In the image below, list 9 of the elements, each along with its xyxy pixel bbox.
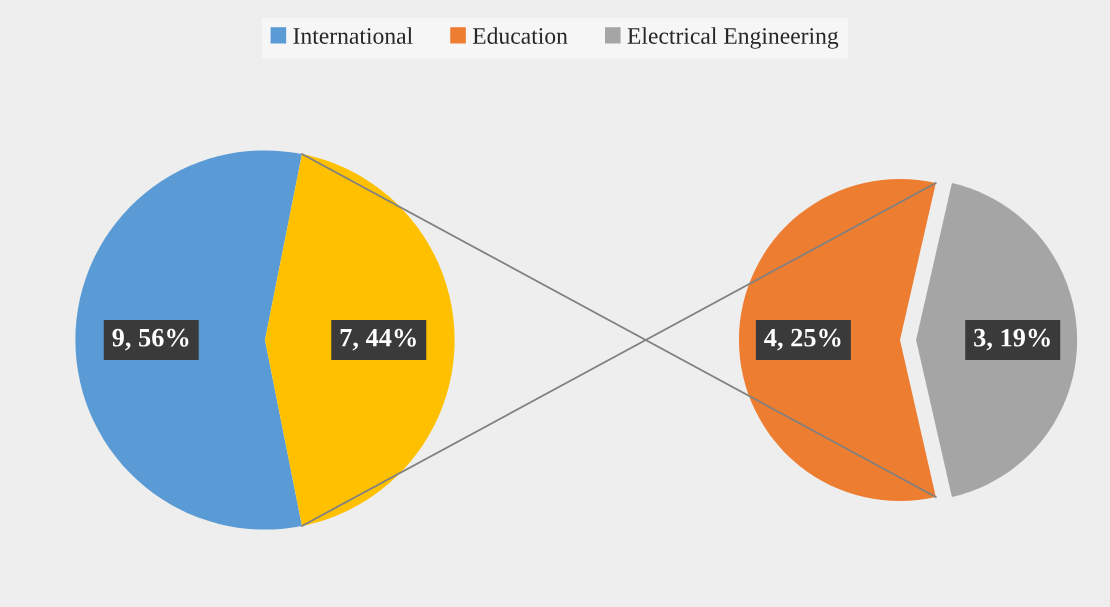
data-label: 3, 19% (974, 328, 1050, 351)
legend-label: Education (472, 27, 568, 44)
pie-slice (265, 154, 455, 526)
data-label: 9, 56% (112, 328, 189, 351)
data-label: 7, 44% (340, 328, 416, 351)
legend-label: International (293, 27, 413, 44)
pie-slice (75, 150, 302, 530)
legend-label: Electrical Engineering (627, 27, 839, 49)
data-label: 4, 25% (764, 328, 841, 351)
